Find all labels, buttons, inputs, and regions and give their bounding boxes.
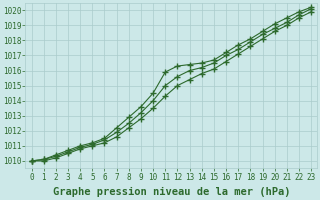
X-axis label: Graphe pression niveau de la mer (hPa): Graphe pression niveau de la mer (hPa) <box>52 187 290 197</box>
